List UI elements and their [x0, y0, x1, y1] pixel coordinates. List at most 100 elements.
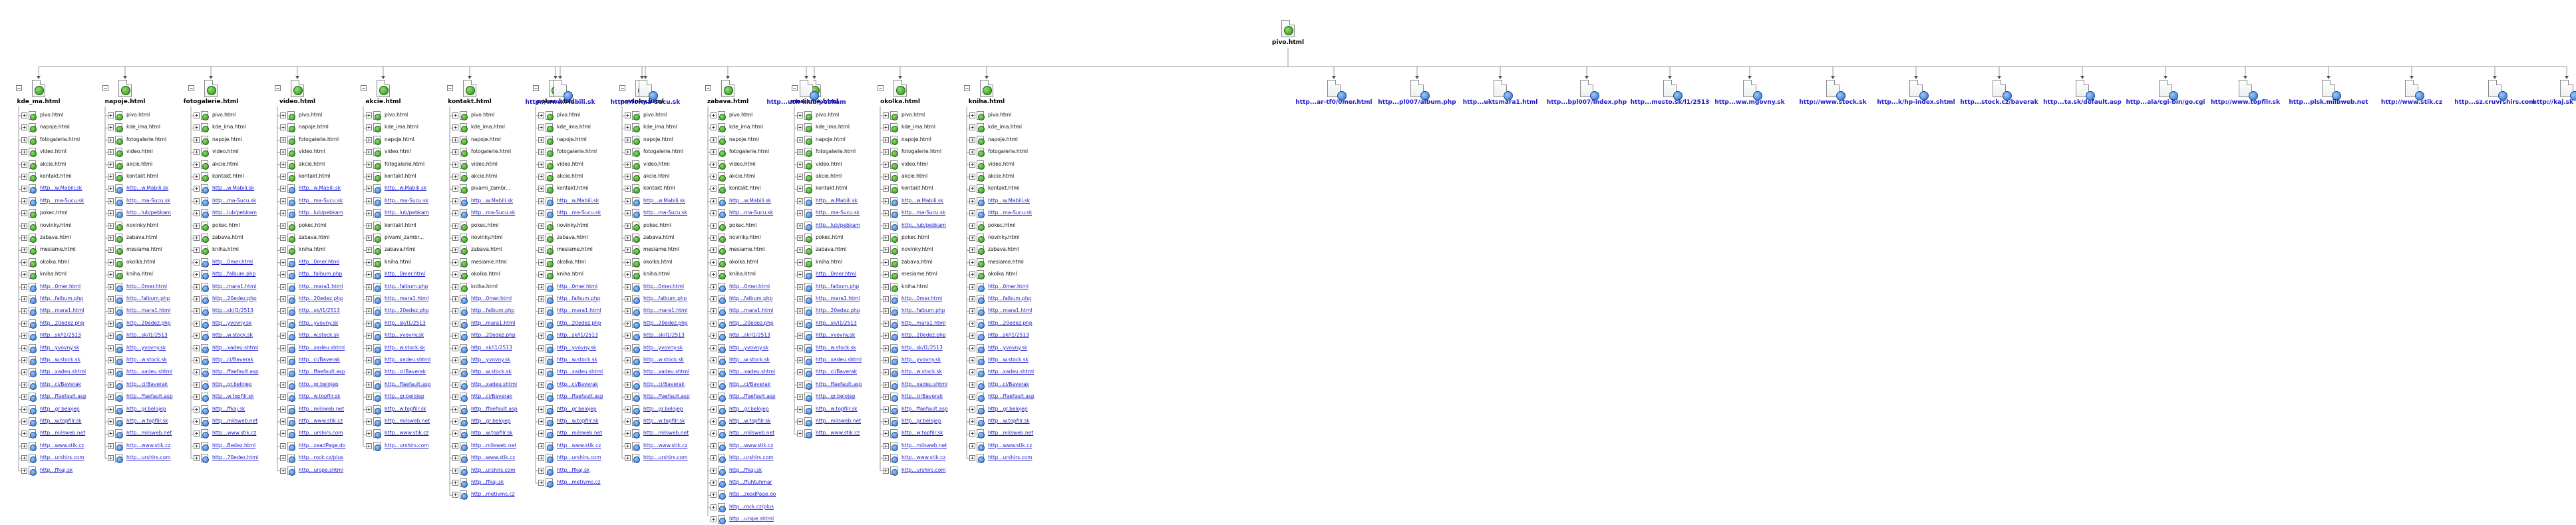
expand-toggle-icon[interactable]: + — [194, 136, 200, 143]
list-item-label[interactable]: http...metivms.cz — [557, 479, 601, 485]
root-label[interactable]: pivo.html — [1271, 39, 1305, 46]
list-item-label[interactable]: http...yvovny.sk — [471, 357, 511, 363]
expand-toggle-icon[interactable]: + — [625, 149, 631, 156]
expand-toggle-icon[interactable]: + — [711, 259, 717, 265]
expand-toggle-icon[interactable]: + — [194, 394, 200, 401]
expand-toggle-icon[interactable]: + — [797, 296, 803, 302]
list-item-label[interactable]: http...milsweb.net — [40, 430, 86, 437]
list-item-label[interactable]: video.html — [901, 160, 928, 167]
external-link-label[interactable]: http...pl007/album.php — [1378, 99, 1456, 106]
expand-toggle-icon[interactable]: + — [969, 442, 975, 449]
list-item-label[interactable]: mesiame.html — [40, 246, 76, 253]
list-item-label[interactable]: pokec.html — [988, 222, 1016, 228]
expand-toggle-icon[interactable]: + — [538, 283, 544, 290]
list-item-label[interactable]: http...gr.belojep — [212, 381, 252, 387]
expand-toggle-icon[interactable]: + — [625, 247, 631, 254]
collapse-toggle-icon[interactable]: − — [964, 85, 970, 91]
page-node-icon[interactable] — [893, 80, 907, 97]
external-page-icon[interactable] — [2076, 80, 2095, 100]
external-page-icon[interactable] — [1909, 80, 1929, 100]
expand-toggle-icon[interactable]: + — [280, 259, 286, 265]
list-item-label[interactable]: http...ffkaj.sk — [40, 466, 73, 473]
expand-toggle-icon[interactable]: + — [108, 247, 114, 254]
expand-toggle-icon[interactable]: + — [538, 247, 544, 254]
list-item-label[interactable]: fotogalerie.html — [471, 148, 512, 155]
expand-toggle-icon[interactable]: + — [711, 431, 717, 437]
external-page-icon[interactable] — [1993, 80, 2012, 100]
external-link-label[interactable]: http...bpl007/index.php — [1546, 99, 1627, 106]
expand-toggle-icon[interactable]: + — [21, 174, 27, 180]
list-item-label[interactable]: http...20edez.php — [901, 332, 946, 339]
list-item-label[interactable]: http...mara1.html — [816, 295, 860, 301]
expand-toggle-icon[interactable]: + — [969, 124, 975, 131]
list-item-label[interactable]: fotogalerie.html — [40, 136, 80, 142]
expand-toggle-icon[interactable]: + — [452, 235, 458, 241]
list-item-label[interactable]: zabava.html — [988, 246, 1019, 253]
expand-toggle-icon[interactable]: + — [625, 174, 631, 180]
page-node-icon[interactable] — [118, 80, 132, 97]
page-node-label[interactable]: zabava.html — [707, 98, 749, 105]
expand-toggle-icon[interactable]: + — [21, 333, 27, 339]
external-page-icon[interactable] — [554, 80, 573, 100]
expand-toggle-icon[interactable]: + — [969, 149, 975, 156]
expand-toggle-icon[interactable]: + — [538, 345, 544, 351]
list-item-label[interactable]: http...w.topfilr.sk — [901, 430, 943, 437]
list-item-label[interactable]: http...xadeu.shtml — [643, 369, 690, 375]
expand-toggle-icon[interactable]: + — [538, 161, 544, 168]
list-item-label[interactable]: http...www.stik.cz — [729, 442, 774, 448]
expand-toggle-icon[interactable]: + — [883, 381, 889, 388]
expand-toggle-icon[interactable]: + — [452, 455, 458, 462]
expand-toggle-icon[interactable]: + — [280, 222, 286, 229]
list-item-label[interactable]: http...mara1.html — [299, 283, 343, 289]
list-item-label[interactable]: http...gr.belojep — [299, 381, 339, 387]
expand-toggle-icon[interactable]: + — [194, 369, 200, 376]
list-item-label[interactable]: novinky.html — [729, 234, 761, 240]
expand-toggle-icon[interactable]: + — [452, 442, 458, 449]
list-item-label[interactable]: kontakt.html — [385, 222, 416, 228]
expand-toggle-icon[interactable]: + — [280, 161, 286, 168]
list-item-label[interactable]: napoje.html — [557, 136, 587, 142]
list-item-label[interactable]: http...falbum.php — [988, 295, 1032, 301]
list-item-label[interactable]: http...mara1.html — [643, 307, 688, 314]
list-item-label[interactable]: kde_ima.html — [643, 124, 677, 130]
list-item-label[interactable]: http...20edez.php — [299, 295, 343, 301]
list-item-label[interactable]: http...yvovny.sk — [988, 344, 1028, 351]
expand-toggle-icon[interactable]: + — [797, 381, 803, 388]
list-item-label[interactable]: akcie.html — [126, 160, 153, 167]
list-item-label[interactable]: http...20edez.php — [729, 319, 774, 326]
page-node-icon[interactable] — [204, 80, 218, 97]
expand-toggle-icon[interactable]: + — [366, 222, 372, 229]
expand-toggle-icon[interactable]: + — [108, 124, 114, 131]
list-item-label[interactable]: http...falbum.php — [901, 307, 945, 314]
list-item-label[interactable]: http...ci/Baverak — [385, 369, 426, 375]
list-item-label[interactable]: okolka.html — [40, 258, 69, 265]
list-item-label[interactable]: http...w.stock.sk — [816, 344, 856, 351]
expand-toggle-icon[interactable]: + — [797, 345, 803, 351]
list-item-label[interactable]: http...ffaefault.asp — [471, 405, 518, 412]
expand-toggle-icon[interactable]: + — [108, 283, 114, 290]
list-item-label[interactable]: http...www.stik.cz — [299, 418, 343, 424]
list-item-label[interactable]: http...ma-Sucu.sk — [212, 197, 257, 204]
expand-toggle-icon[interactable]: + — [625, 136, 631, 143]
list-item-label[interactable]: http...0mer.html — [299, 258, 340, 265]
list-item-label[interactable]: http...0mer.html — [901, 295, 943, 301]
expand-toggle-icon[interactable]: + — [280, 136, 286, 143]
list-item-label[interactable]: http...ci/Baverak — [557, 381, 599, 387]
list-item-label[interactable]: video.html — [816, 160, 842, 167]
expand-toggle-icon[interactable]: + — [452, 136, 458, 143]
list-item-label[interactable]: http...urspe.shtml — [729, 516, 774, 522]
list-item-label[interactable]: http...mara1.html — [557, 307, 601, 314]
list-item-label[interactable]: http...20edez.php — [40, 319, 84, 326]
expand-toggle-icon[interactable]: + — [452, 357, 458, 363]
list-item-label[interactable]: http...0mer.html — [557, 283, 598, 289]
list-item-label[interactable]: novinky.html — [471, 234, 503, 240]
list-item-label[interactable]: http...ci/Baverak — [212, 357, 254, 363]
expand-toggle-icon[interactable]: + — [797, 271, 803, 278]
page-node-label[interactable]: novinky.html — [620, 98, 664, 105]
expand-toggle-icon[interactable]: + — [366, 186, 372, 192]
expand-toggle-icon[interactable]: + — [625, 442, 631, 449]
expand-toggle-icon[interactable]: + — [969, 369, 975, 376]
expand-toggle-icon[interactable]: + — [280, 174, 286, 180]
collapse-toggle-icon[interactable]: − — [533, 85, 539, 91]
list-item-label[interactable]: http...gr.belojep — [126, 405, 166, 412]
